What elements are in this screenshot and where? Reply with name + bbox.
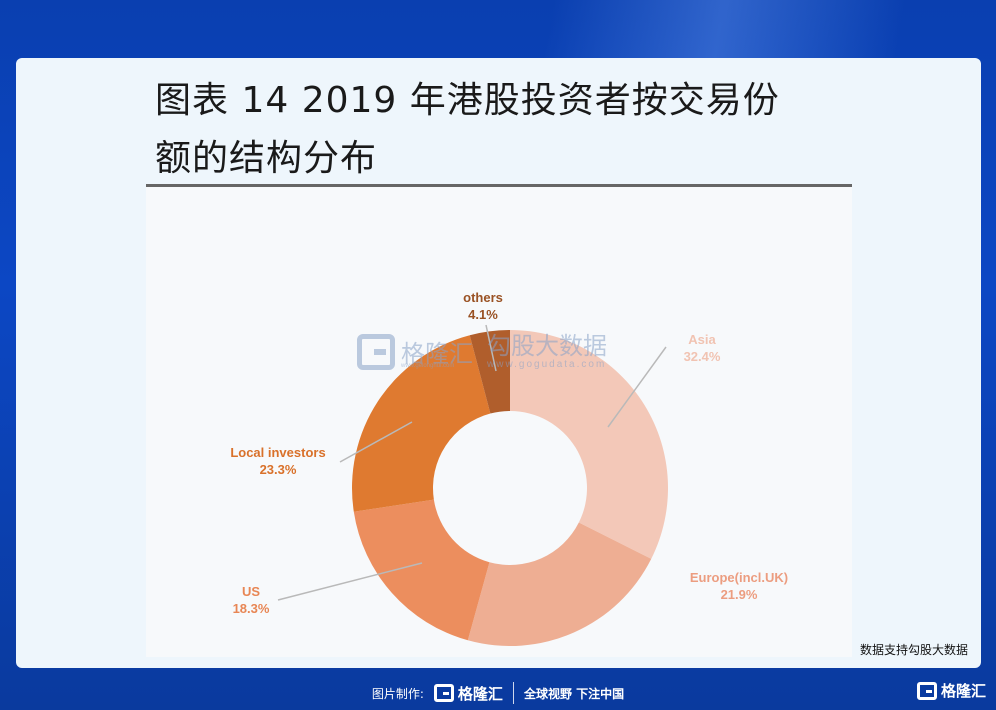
footer-brand: 格隆汇 — [457, 684, 503, 703]
footer-logo-icon — [433, 684, 454, 702]
footer-divider — [512, 682, 514, 704]
slice-label-us: US — [242, 584, 260, 599]
slice-value-us: 18.3% — [233, 601, 270, 616]
watermark-brand: 格隆汇 — [401, 340, 473, 368]
donut-chart: Asia 32.4% Europe(incl.UK) 21.9% US 18.3% Loca… — [230, 290, 788, 646]
chart-title-line-1: 图表 14 2019 年港股投资者按交易份 — [155, 80, 780, 121]
corner-logo-icon — [916, 681, 937, 700]
slice-others — [469, 330, 510, 414]
footer-bar: 图片制作: 格隆汇 全球视野 下注中国 — [0, 676, 996, 710]
slice-asia — [510, 330, 668, 559]
watermark: 格隆汇 www.gelonghui.com 勾股大数据 www.gogudata… — [357, 333, 607, 370]
slice-value-asia: 32.4% — [684, 349, 721, 364]
title-underline — [146, 184, 852, 187]
chart-title: 图表 14 2019 年港股投资者按交易份 额的结构分布 — [155, 72, 835, 188]
watermark-brand-url: www.gelonghui.com — [401, 363, 455, 369]
leader-line — [607, 346, 667, 428]
source-note: 数据支持勾股大数据 — [859, 643, 968, 657]
corner-logo: 格隆汇 — [916, 680, 986, 701]
slice-value-europe-incl-uk: 21.9% — [721, 587, 758, 602]
leader-line — [339, 421, 413, 463]
watermark-url: www.gogudata.com — [487, 359, 607, 370]
header-decoration — [0, 0, 996, 60]
slice-label-europe-incl-uk: Europe(incl.UK) — [690, 570, 788, 585]
slice-value-others: 4.1% — [468, 307, 498, 322]
footer-made-label: 图片制作: — [371, 686, 424, 701]
slice-label-local-investors: Local investors — [230, 445, 325, 460]
chart-title-line-2: 额的结构分布 — [155, 138, 378, 179]
slice-us — [353, 499, 490, 641]
leader-line — [277, 562, 423, 601]
slice-label-asia: Asia — [688, 332, 716, 347]
corner-brand: 格隆汇 — [940, 682, 986, 700]
chart-area: Asia 32.4% Europe(incl.UK) 21.9% US 18.3% Loca… — [146, 187, 852, 657]
watermark-name: 勾股大数据 — [487, 332, 607, 360]
gelonghui-logo-icon — [357, 333, 395, 370]
slice-europe-incl-uk — [467, 522, 652, 646]
footer-slogan: 全球视野 下注中国 — [523, 686, 625, 701]
leader-line — [485, 324, 497, 372]
slice-label-others: others — [463, 290, 503, 305]
slice-value-local-investors: 23.3% — [260, 462, 297, 477]
slice-local-investors — [352, 335, 491, 512]
